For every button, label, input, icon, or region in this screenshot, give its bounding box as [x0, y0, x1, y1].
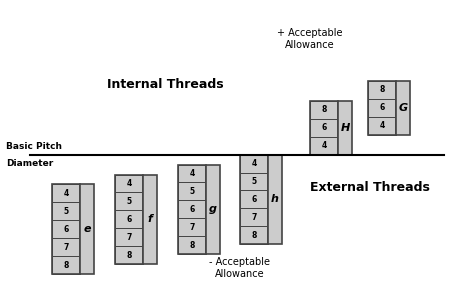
Bar — [368, 81, 396, 99]
Bar — [240, 154, 268, 244]
Bar — [52, 202, 80, 220]
Text: 4: 4 — [251, 159, 256, 168]
Bar — [52, 184, 80, 202]
Text: 6: 6 — [127, 215, 132, 224]
Text: e: e — [83, 224, 91, 234]
Text: g: g — [209, 204, 217, 214]
Bar — [52, 256, 80, 274]
Text: 8: 8 — [251, 231, 257, 240]
Bar — [115, 174, 143, 192]
Bar — [396, 81, 410, 135]
Bar — [240, 172, 268, 190]
Bar — [178, 164, 206, 182]
Bar — [310, 119, 338, 137]
Bar — [240, 226, 268, 244]
Bar — [178, 236, 206, 254]
Text: 5: 5 — [190, 187, 194, 196]
Bar — [178, 200, 206, 218]
Text: 6: 6 — [379, 103, 384, 112]
Text: 6: 6 — [190, 205, 195, 214]
Text: 8: 8 — [189, 241, 195, 250]
Bar — [178, 218, 206, 236]
Text: - Acceptable
Allowance: - Acceptable Allowance — [210, 257, 271, 279]
Bar — [310, 101, 338, 119]
Text: Basic Pitch: Basic Pitch — [6, 142, 62, 150]
Bar — [368, 99, 396, 117]
Text: 6: 6 — [251, 195, 256, 204]
Text: f: f — [147, 214, 153, 224]
Text: 8: 8 — [379, 85, 385, 94]
Text: h: h — [271, 194, 279, 204]
Bar — [206, 164, 220, 254]
Bar — [338, 101, 352, 154]
Bar — [178, 164, 206, 254]
Bar — [115, 246, 143, 264]
Text: H: H — [340, 123, 350, 133]
Bar — [368, 117, 396, 135]
Text: 8: 8 — [126, 251, 132, 260]
Text: 4: 4 — [64, 189, 69, 198]
Bar — [115, 174, 143, 264]
Bar — [240, 190, 268, 208]
Bar — [368, 81, 396, 135]
Text: 5: 5 — [251, 177, 256, 186]
Text: 5: 5 — [64, 207, 69, 216]
Text: 7: 7 — [126, 233, 132, 242]
Bar — [52, 220, 80, 238]
Text: Diameter: Diameter — [6, 158, 53, 168]
Bar — [240, 154, 268, 172]
Bar — [240, 208, 268, 226]
Text: 7: 7 — [64, 243, 69, 252]
Text: 5: 5 — [127, 197, 132, 206]
Bar — [268, 154, 282, 244]
Bar — [143, 174, 157, 264]
Bar — [115, 228, 143, 246]
Bar — [310, 137, 338, 154]
Text: G: G — [399, 103, 408, 113]
Text: 4: 4 — [379, 121, 384, 130]
Text: + Acceptable
Allowance: + Acceptable Allowance — [277, 28, 343, 50]
Bar — [52, 238, 80, 256]
Text: 4: 4 — [321, 141, 327, 150]
Text: Internal Threads: Internal Threads — [107, 78, 223, 91]
Text: 8: 8 — [321, 105, 327, 114]
Bar — [80, 184, 94, 274]
Text: External Threads: External Threads — [310, 181, 430, 194]
Bar — [178, 182, 206, 200]
Bar — [310, 101, 338, 154]
Text: 4: 4 — [127, 179, 132, 188]
Bar — [52, 184, 80, 274]
Text: 6: 6 — [321, 123, 327, 132]
Bar — [115, 210, 143, 228]
Bar — [115, 192, 143, 210]
Text: 7: 7 — [189, 223, 195, 232]
Text: 8: 8 — [64, 261, 69, 270]
Text: 4: 4 — [190, 169, 195, 178]
Text: 7: 7 — [251, 213, 257, 222]
Text: 6: 6 — [64, 225, 69, 234]
